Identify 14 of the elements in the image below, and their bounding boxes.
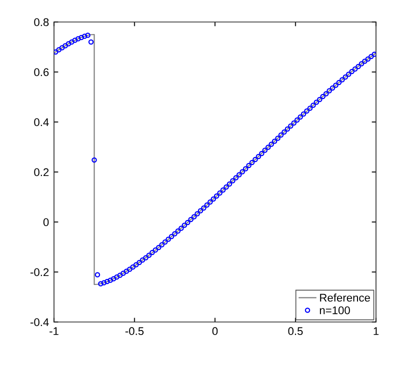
x-tick-label: -1 bbox=[50, 327, 58, 335]
y-tick-label: -0.4 bbox=[30, 318, 49, 326]
y-tick-label: 0.8 bbox=[34, 18, 49, 26]
x-tick-label: 0 bbox=[212, 327, 218, 336]
y-tick-label: -0.2 bbox=[30, 268, 49, 276]
legend-label: n=100 bbox=[320, 306, 350, 314]
x-tick-label: -0.5 bbox=[125, 327, 144, 336]
legend-label: Reference bbox=[320, 294, 370, 302]
y-tick-label: 0.6 bbox=[34, 68, 49, 76]
y-tick-label: 0.2 bbox=[34, 168, 49, 176]
y-tick-label: 0 bbox=[43, 218, 49, 226]
x-tick-label: 1 bbox=[374, 327, 379, 335]
y-tick-label: 0.4 bbox=[34, 118, 49, 126]
x-tick-label: 0.5 bbox=[288, 327, 303, 336]
